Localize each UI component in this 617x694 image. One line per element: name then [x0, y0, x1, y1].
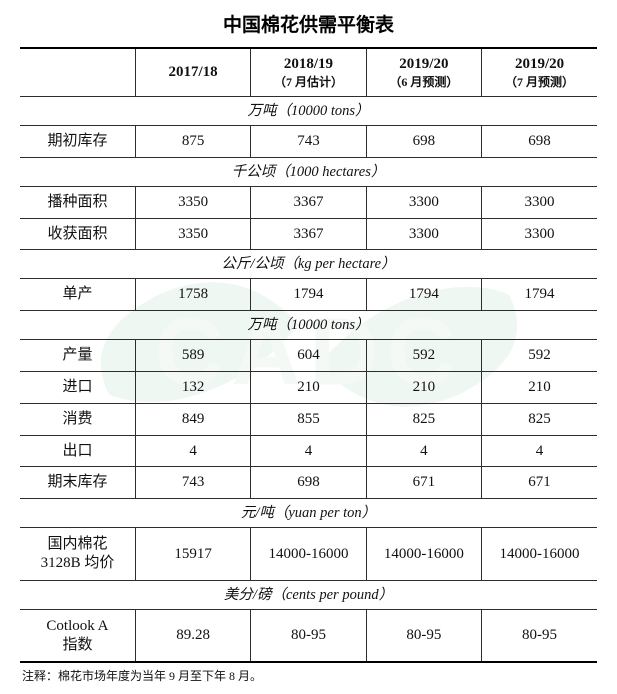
cell: 3350 — [135, 186, 250, 218]
table-row: 收获面积 3350 3367 3300 3300 — [20, 218, 597, 250]
row-label: 消费 — [20, 403, 135, 435]
cell: 604 — [251, 340, 366, 372]
section-label: 元/吨（yuan per ton） — [20, 499, 597, 528]
header-col-2: 2018/19 （7 月估计） — [251, 48, 366, 96]
cell: 4 — [366, 435, 481, 467]
cell: 3300 — [482, 218, 597, 250]
cell: 743 — [135, 467, 250, 499]
cell: 592 — [482, 340, 597, 372]
page-content: 中国棉花供需平衡表 2017/18 2018/19 （7 月估计） 2019/2… — [0, 0, 617, 692]
balance-table: 2017/18 2018/19 （7 月估计） 2019/20 （6 月预测） … — [20, 47, 597, 663]
cell: 1794 — [366, 279, 481, 311]
header-col-1: 2017/18 — [135, 48, 250, 96]
cell: 3300 — [482, 186, 597, 218]
row-label: 期初库存 — [20, 125, 135, 157]
cell: 671 — [482, 467, 597, 499]
table-row: 期末库存 743 698 671 671 — [20, 467, 597, 499]
header-col-3: 2019/20 （6 月预测） — [366, 48, 481, 96]
row-label: 期末库存 — [20, 467, 135, 499]
table-row: 出口 4 4 4 4 — [20, 435, 597, 467]
table-row: 期初库存 875 743 698 698 — [20, 125, 597, 157]
header-note: （6 月预测） — [369, 75, 479, 90]
row-label: 单产 — [20, 279, 135, 311]
row-label: 产量 — [20, 340, 135, 372]
table-row: 播种面积 3350 3367 3300 3300 — [20, 186, 597, 218]
cell: 825 — [482, 403, 597, 435]
cell: 671 — [366, 467, 481, 499]
section-row: 万吨（10000 tons） — [20, 311, 597, 340]
row-label: Cotlook A 指数 — [20, 609, 135, 662]
cell: 80-95 — [482, 609, 597, 662]
cell: 14000-16000 — [251, 528, 366, 581]
cell: 1758 — [135, 279, 250, 311]
cell: 3367 — [251, 218, 366, 250]
cell: 15917 — [135, 528, 250, 581]
cell: 210 — [251, 372, 366, 404]
cell: 825 — [366, 403, 481, 435]
table-row: 产量 589 604 592 592 — [20, 340, 597, 372]
cell: 4 — [482, 435, 597, 467]
cell: 14000-16000 — [482, 528, 597, 581]
cell: 3367 — [251, 186, 366, 218]
cell: 210 — [482, 372, 597, 404]
section-row: 元/吨（yuan per ton） — [20, 499, 597, 528]
cell: 855 — [251, 403, 366, 435]
cell: 1794 — [251, 279, 366, 311]
cell: 698 — [482, 125, 597, 157]
cell: 698 — [366, 125, 481, 157]
footnote: 注释：棉花市场年度为当年 9 月至下年 8 月。 — [20, 667, 597, 684]
cell: 849 — [135, 403, 250, 435]
table-row: 消费 849 855 825 825 — [20, 403, 597, 435]
section-row: 公斤/公顷（kg per hectare） — [20, 250, 597, 279]
header-year: 2019/20 — [515, 56, 564, 72]
cell: 3300 — [366, 186, 481, 218]
header-col-4: 2019/20 （7 月预测） — [482, 48, 597, 96]
row-label: 国内棉花 3128B 均价 — [20, 528, 135, 581]
section-label: 美分/磅（cents per pound） — [20, 580, 597, 609]
header-year: 2018/19 — [284, 56, 333, 72]
section-label: 万吨（10000 tons） — [20, 96, 597, 125]
cell: 132 — [135, 372, 250, 404]
section-label: 公斤/公顷（kg per hectare） — [20, 250, 597, 279]
cell: 210 — [366, 372, 481, 404]
cell: 89.28 — [135, 609, 250, 662]
cell: 4 — [251, 435, 366, 467]
cell: 698 — [251, 467, 366, 499]
page-title: 中国棉花供需平衡表 — [20, 10, 597, 37]
header-note: （7 月估计） — [253, 75, 363, 90]
header-year: 2017/18 — [169, 64, 218, 80]
table-header-row: 2017/18 2018/19 （7 月估计） 2019/20 （6 月预测） … — [20, 48, 597, 96]
cell: 3300 — [366, 218, 481, 250]
table-row: 国内棉花 3128B 均价 15917 14000-16000 14000-16… — [20, 528, 597, 581]
cell: 1794 — [482, 279, 597, 311]
cell: 592 — [366, 340, 481, 372]
cell: 589 — [135, 340, 250, 372]
row-label: 播种面积 — [20, 186, 135, 218]
cell: 80-95 — [366, 609, 481, 662]
row-label: 进口 — [20, 372, 135, 404]
section-label: 万吨（10000 tons） — [20, 311, 597, 340]
table-row: 单产 1758 1794 1794 1794 — [20, 279, 597, 311]
cell: 4 — [135, 435, 250, 467]
section-row: 千公顷（1000 hectares） — [20, 157, 597, 186]
cell: 14000-16000 — [366, 528, 481, 581]
header-note: （7 月预测） — [484, 75, 595, 90]
row-label: 收获面积 — [20, 218, 135, 250]
cell: 3350 — [135, 218, 250, 250]
table-row: Cotlook A 指数 89.28 80-95 80-95 80-95 — [20, 609, 597, 662]
header-blank — [20, 48, 135, 96]
cell: 875 — [135, 125, 250, 157]
cell: 80-95 — [251, 609, 366, 662]
section-row: 万吨（10000 tons） — [20, 96, 597, 125]
section-row: 美分/磅（cents per pound） — [20, 580, 597, 609]
cell: 743 — [251, 125, 366, 157]
table-row: 进口 132 210 210 210 — [20, 372, 597, 404]
header-year: 2019/20 — [399, 56, 448, 72]
section-label: 千公顷（1000 hectares） — [20, 157, 597, 186]
row-label: 出口 — [20, 435, 135, 467]
